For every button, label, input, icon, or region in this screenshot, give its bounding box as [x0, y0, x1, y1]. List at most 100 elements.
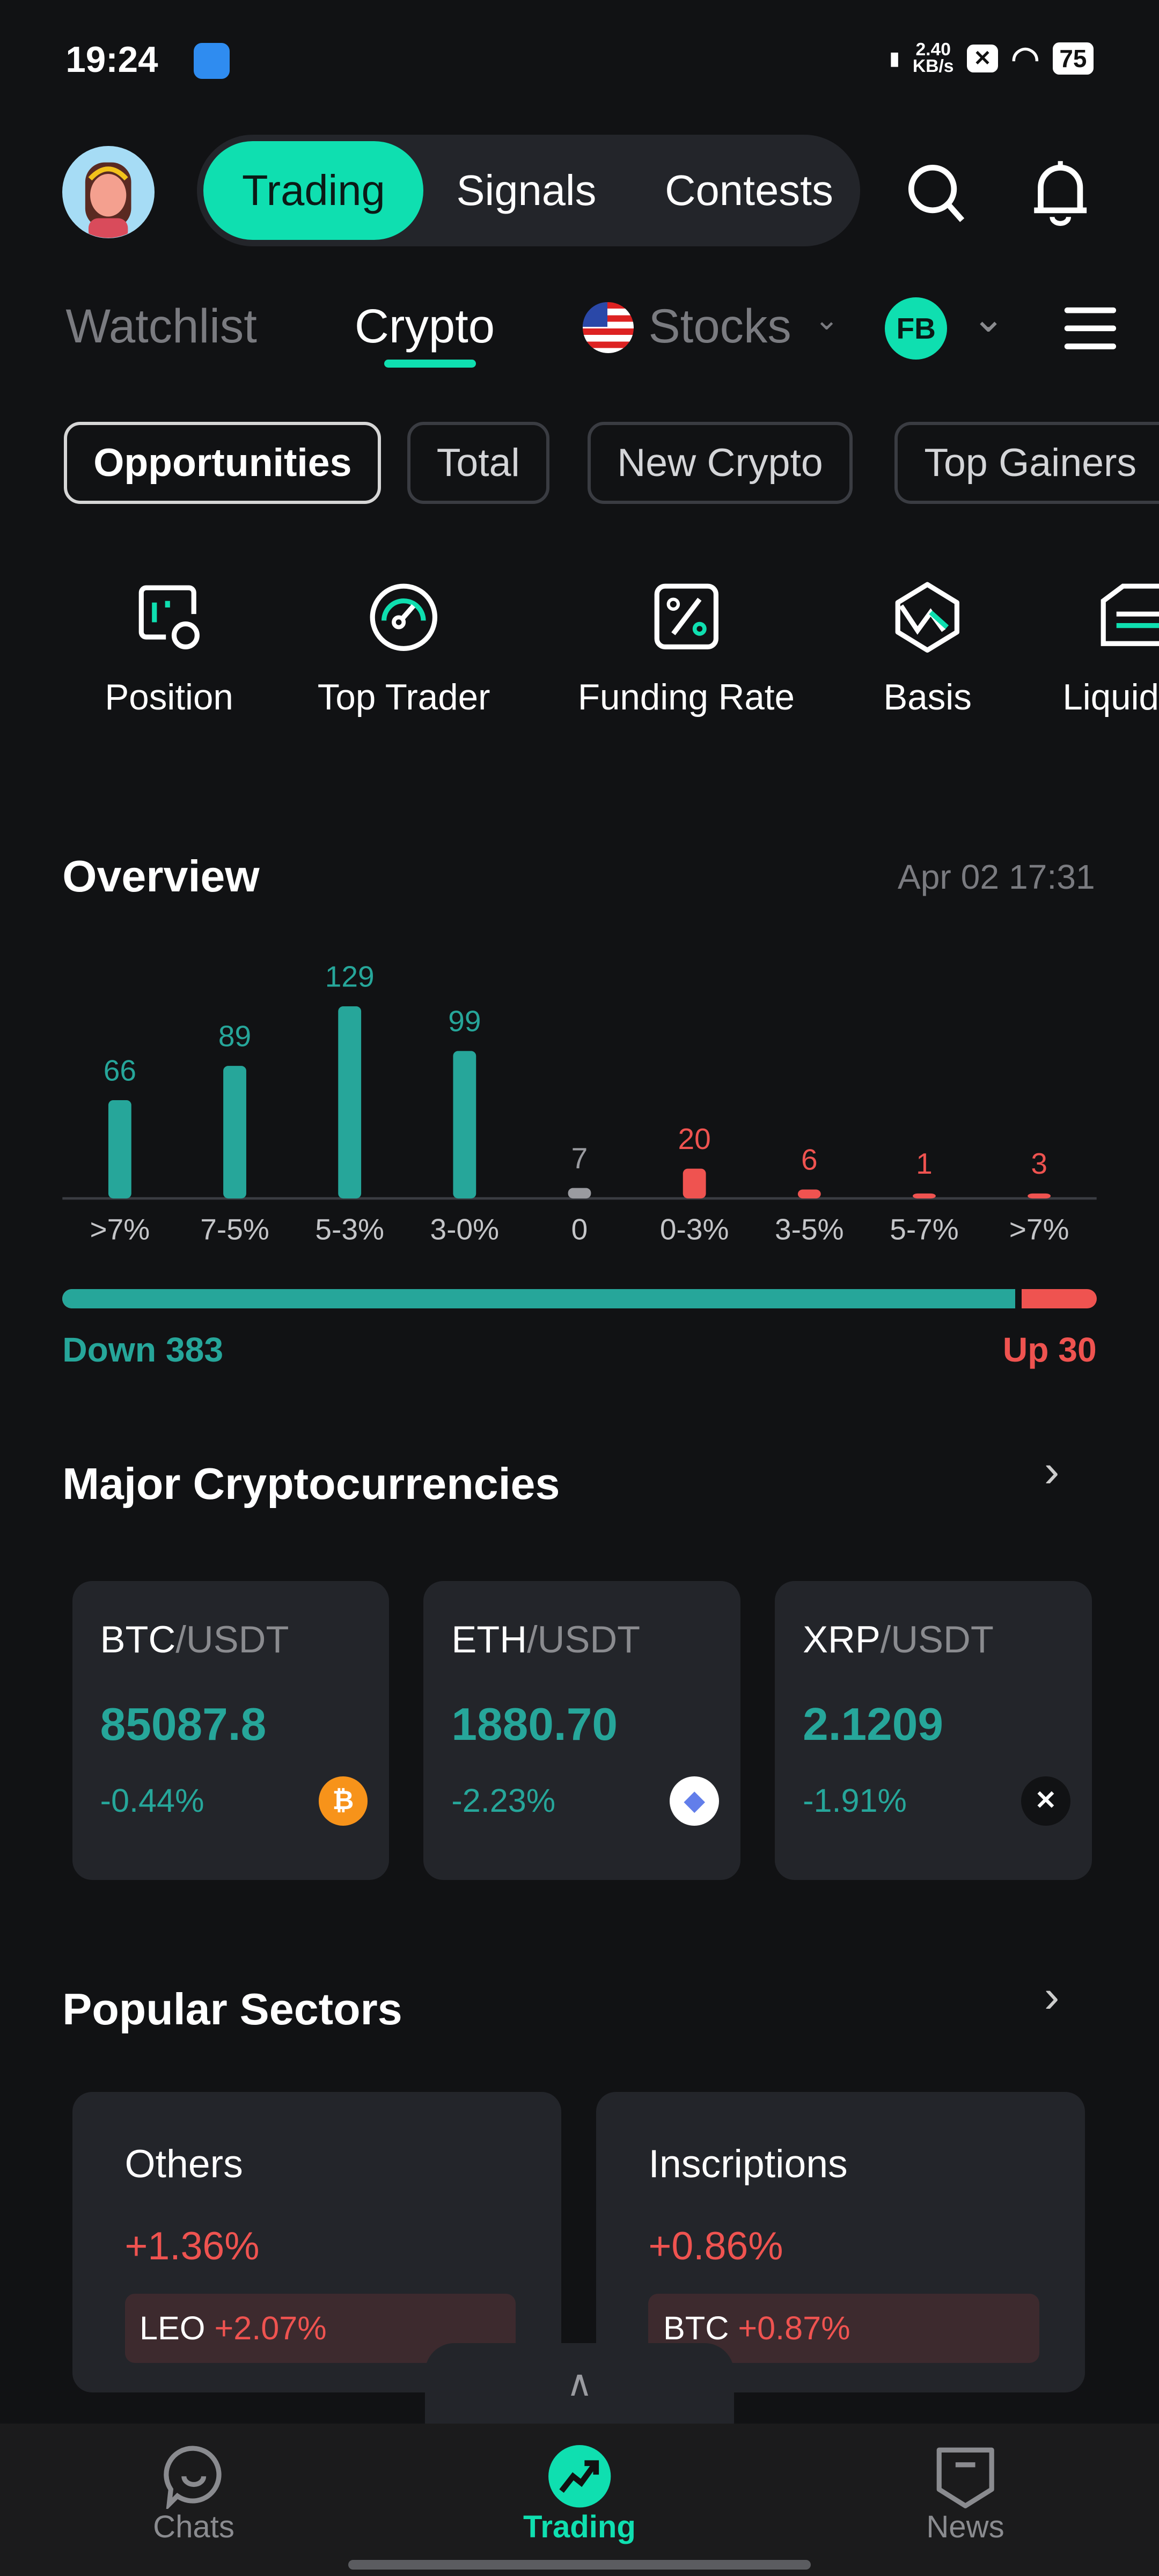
sector-card[interactable]: Inscriptions +0.86% BTC +0.87% [596, 2091, 1085, 2392]
nav-news[interactable]: News [867, 2443, 1063, 2545]
segment-signals[interactable]: Signals [456, 166, 597, 214]
category-label: 0-3% [660, 1213, 729, 1246]
overview-timestamp: Apr 02 17:31 [897, 858, 1095, 897]
tool-label: Basis [883, 677, 972, 718]
sector-name: Inscriptions [648, 2141, 848, 2186]
nav-chats[interactable]: Chats [95, 2443, 292, 2545]
net-speed: 2.40 KB/s [912, 40, 954, 76]
bar-value-label: 20 [678, 1122, 711, 1155]
category-label: 5-3% [315, 1213, 384, 1246]
pair-quote: /USDT [527, 1618, 641, 1660]
chip-opportunities[interactable]: Opportunities [64, 422, 382, 504]
chart-bar [797, 1189, 821, 1199]
stocks-chevron-icon[interactable]: ⌄ [814, 302, 839, 336]
change: -2.23% [451, 1782, 556, 1819]
home-indicator[interactable] [348, 2559, 811, 2570]
chevron-up-icon: ∧ [566, 2363, 593, 2404]
pair-quote: /USDT [880, 1618, 994, 1660]
avatar[interactable] [62, 146, 155, 238]
net-speed-unit: KB/s [912, 56, 954, 76]
status-icons: ▮ 2.40 KB/s ✕ ◠ 75 [890, 39, 1094, 77]
crypto-card[interactable]: XRP/USDT 2.1209 -1.91% ✕ [775, 1581, 1092, 1880]
ethereum-icon: ◆ [670, 1776, 720, 1826]
more-chevron-icon[interactable]: ⌄ [972, 296, 1005, 340]
bar-value-label: 89 [218, 1020, 251, 1053]
segment-trading[interactable]: Trading [203, 141, 424, 240]
sectors-title[interactable]: Popular Sectors [62, 1984, 402, 2034]
category-label: >7% [1009, 1213, 1069, 1246]
search-icon[interactable] [903, 159, 969, 225]
app-notification-icon [194, 42, 230, 79]
chip-new-crypto[interactable]: New Crypto [588, 422, 853, 504]
chats-icon [164, 2446, 222, 2509]
major-title[interactable]: Major Cryptocurrencies [62, 1458, 560, 1509]
tab-stocks[interactable]: Stocks [648, 299, 791, 353]
chip-total[interactable]: Total [407, 422, 549, 504]
ratio-bar [62, 1289, 1097, 1309]
crypto-card[interactable]: ETH/USDT 1880.70 -2.23% ◆ [423, 1581, 740, 1880]
tool-top-trader[interactable]: Top Trader [281, 581, 527, 718]
chart-bar [568, 1188, 591, 1199]
vibrate-icon: ▮ [889, 48, 900, 69]
bar-value-label: 129 [325, 960, 375, 993]
ratio-bar-down-fill [62, 1289, 1022, 1309]
tool-label: Top Trader [317, 677, 490, 718]
pair: BTC/USDT [100, 1618, 289, 1661]
top-segment: Trading Signals Contests [197, 134, 861, 246]
tool-basis[interactable]: Basis [804, 581, 1051, 718]
major-chevron-icon[interactable]: › [1044, 1445, 1060, 1497]
bar-value-label: 6 [801, 1143, 818, 1176]
position-icon [138, 585, 200, 650]
category-label: 0 [571, 1213, 588, 1246]
pair-quote: /USDT [175, 1618, 289, 1660]
category-label: 5-7% [890, 1213, 959, 1246]
change: -1.91% [803, 1782, 907, 1819]
nav-trading[interactable]: Trading [481, 2443, 678, 2545]
chart-bar [1028, 1194, 1051, 1199]
tab-crypto[interactable]: Crypto [354, 299, 495, 353]
sector-change: +0.86% [648, 2223, 783, 2268]
tool-liquidation[interactable]: Liquid [1060, 581, 1159, 718]
bar-value-label: 3 [1031, 1147, 1047, 1181]
sim-icon: ✕ [967, 44, 998, 72]
bar-value-label: 7 [571, 1141, 588, 1175]
segment-contests[interactable]: Contests [665, 166, 833, 214]
crypto-card[interactable]: BTC/USDT 85087.8 -0.44% ₿ [72, 1581, 390, 1880]
nav-label: Chats [153, 2509, 234, 2544]
bell-icon[interactable] [1028, 156, 1093, 229]
chart-bar [338, 1006, 362, 1199]
bar-value-label: 66 [104, 1054, 136, 1087]
price: 1880.70 [451, 1698, 618, 1750]
us-flag-icon [583, 302, 634, 353]
pair: XRP/USDT [803, 1618, 994, 1661]
percent-icon [654, 583, 718, 650]
gauge-icon [370, 583, 438, 652]
up-count: Up 30 [1002, 1330, 1097, 1370]
nav-label: Trading [523, 2509, 636, 2544]
tool-label: Position [105, 677, 233, 718]
category-label: >7% [90, 1213, 150, 1246]
sector-name: Others [124, 2141, 243, 2186]
fb-badge[interactable]: FB [885, 297, 948, 360]
pair-base: XRP [803, 1618, 881, 1660]
sector-change: +1.36% [124, 2223, 260, 2268]
change: -0.44% [100, 1782, 204, 1819]
bitcoin-icon: ₿ [318, 1776, 368, 1826]
net-speed-value: 2.40 [915, 40, 951, 60]
bar-value-label: 1 [916, 1147, 933, 1181]
news-icon [936, 2447, 994, 2508]
price: 2.1209 [803, 1698, 944, 1750]
top-coin-symbol: LEO [140, 2310, 206, 2347]
chip-top-gainers[interactable]: Top Gainers [894, 422, 1159, 504]
tool-funding-rate[interactable]: Funding Rate [563, 581, 809, 718]
category-label: 3-5% [775, 1213, 844, 1246]
pair-base: ETH [451, 1618, 527, 1660]
chart-bar [453, 1051, 476, 1199]
menu-icon[interactable] [1064, 305, 1117, 352]
wifi-icon: ◠ [1011, 40, 1040, 77]
sectors-chevron-icon[interactable]: › [1044, 1971, 1060, 2023]
tab-watchlist[interactable]: Watchlist [65, 299, 257, 353]
bar-value-label: 99 [448, 1005, 481, 1038]
overview-distribution-chart: 66 >7% 89 7-5% 129 5-3% 99 3-0% 7 0 20 0-3% 6 3-5% 1 5-… [62, 960, 1097, 1246]
tool-position[interactable]: Position [46, 581, 292, 718]
